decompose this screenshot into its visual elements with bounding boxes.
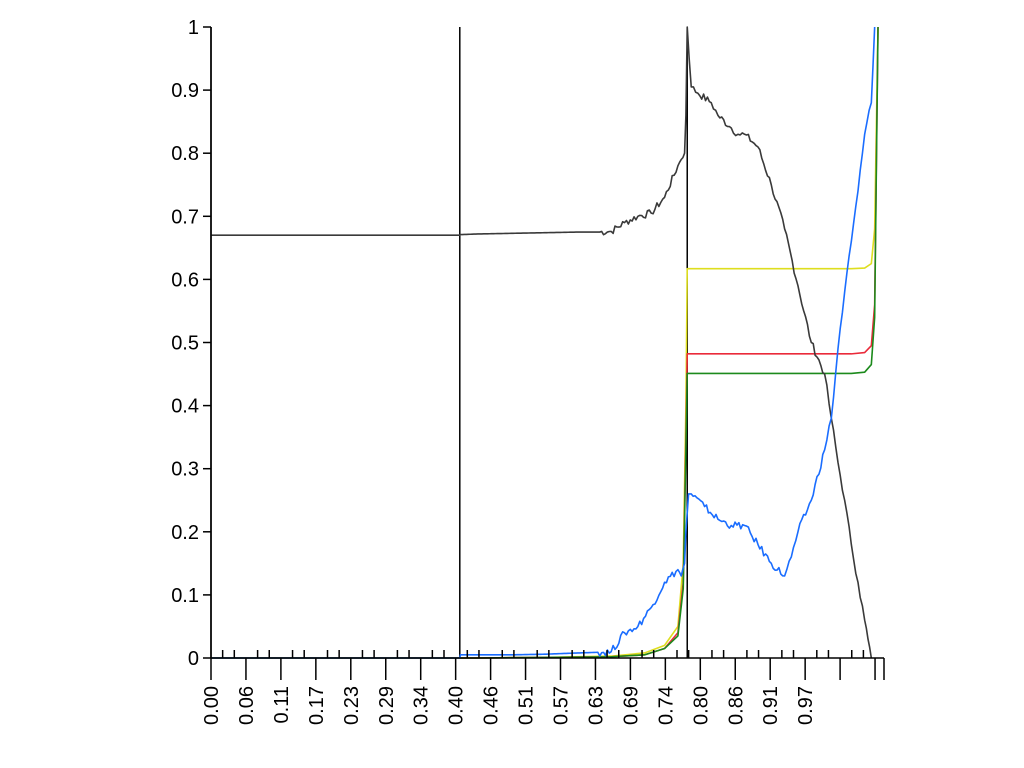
x-tick-label-6: 0.34 [411,686,433,725]
x-tick-label-12: 0.69 [620,686,642,725]
x-tick-label-1: 0.06 [236,686,258,725]
y-tick-label-1: 0.1 [171,585,199,607]
x-tick-label-15: 0.86 [725,686,747,725]
x-tick-label-2: 0.11 [271,686,293,723]
y-tick-label-0: 0 [188,648,199,670]
x-tick-label-7: 0.40 [446,686,468,725]
y-tick-label-6: 0.6 [171,269,199,291]
y-tick-label-9: 0.9 [171,80,199,102]
series-line-4 [211,26,879,659]
x-tick-label-16: 0.91 [760,686,782,725]
y-tick-label-2: 0.2 [171,522,199,544]
x-tick-label-10: 0.57 [551,686,573,725]
x-tick-label-3: 0.17 [306,686,328,725]
x-tick-label-13: 0.74 [655,686,677,725]
x-tick-label-17: 0.97 [795,686,817,725]
series-layer [211,26,879,659]
y-tick-label-7: 0.7 [171,206,199,228]
axes [210,27,884,659]
x-tick-label-4: 0.23 [341,686,363,725]
series-line-1 [211,26,876,659]
x-tick-label-11: 0.63 [585,686,607,725]
y-ticks: 0 0.1 0.2 0.3 0.4 0.5 0.6 0.7 0.8 0.9 1 [171,17,211,670]
x-tick-label-8: 0.46 [481,686,503,725]
y-tick-label-5: 0.5 [171,333,199,355]
series-line-2 [211,26,879,659]
x-tick-label-0: 0.00 [201,686,223,725]
x-tick-label-14: 0.80 [690,686,712,725]
series-line-0 [211,26,873,659]
x-ticks: 0.00 0.06 0.11 0.17 0.23 0.29 0.34 0.40 0.46 0.51… [201,650,885,725]
y-tick-label-8: 0.8 [171,143,199,165]
x-tick-label-9: 0.51 [516,686,538,725]
y-tick-label-4: 0.4 [171,396,199,418]
vertical-markers [210,27,688,658]
y-tick-label-3: 0.3 [171,459,199,481]
x-tick-label-5: 0.29 [376,686,398,725]
series-line-3 [211,26,879,659]
y-tick-label-10: 1 [188,17,199,39]
